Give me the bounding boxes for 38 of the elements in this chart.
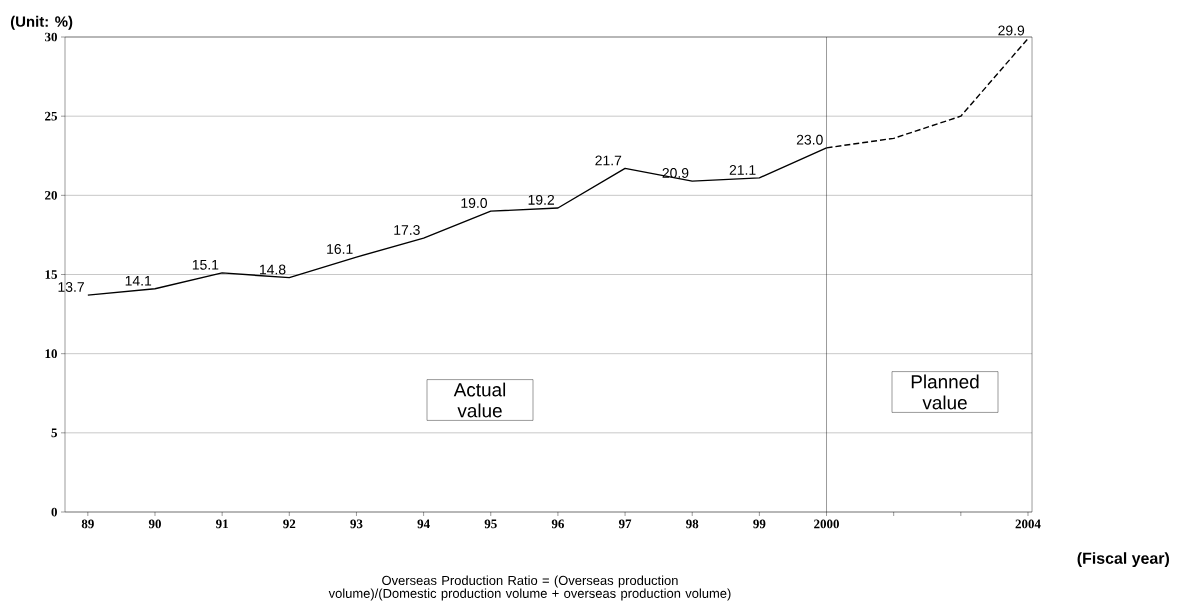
data-label: 14.1 bbox=[125, 275, 152, 286]
y-tick-label: 20 bbox=[45, 190, 57, 200]
annotation: Actual value bbox=[453, 382, 506, 418]
data-label: 17.3 bbox=[394, 225, 420, 235]
x-axis-title: (Fiscal year) bbox=[1077, 552, 1169, 568]
data-label: 16.1 bbox=[327, 244, 353, 254]
y-tick-label: 15 bbox=[45, 270, 58, 279]
x-tick-label: 89 bbox=[81, 519, 94, 529]
data-label: 29.9 bbox=[998, 25, 1025, 36]
y-tick-label: 0 bbox=[51, 507, 57, 517]
x-tick-label: 90 bbox=[148, 519, 161, 529]
y-tick-label: 25 bbox=[45, 111, 58, 121]
y-tick-label: 30 bbox=[45, 32, 57, 42]
x-tick-label: 97 bbox=[618, 519, 632, 529]
x-tick-label: 96 bbox=[551, 519, 564, 529]
x-tick-label: 91 bbox=[216, 519, 228, 529]
x-tick-label: 94 bbox=[417, 519, 430, 529]
data-label: 19.0 bbox=[461, 198, 488, 208]
x-tick-label: 92 bbox=[283, 519, 296, 529]
data-label: 21.7 bbox=[595, 155, 622, 166]
y-axis-title: (Unit: %) bbox=[10, 15, 73, 30]
annotation: Planned value bbox=[911, 374, 979, 410]
x-tick-label: 95 bbox=[484, 519, 497, 529]
data-label: 15.1 bbox=[192, 259, 219, 270]
x-tick-label: 2000 bbox=[814, 519, 839, 529]
text: Overseas Production Ratio = (Overseas production volume)/(Domestic production volume + overseas production volume) bbox=[328, 575, 731, 601]
y-tick-label: 10 bbox=[45, 349, 57, 359]
data-label: 19.2 bbox=[528, 194, 555, 205]
x-tick-label: 93 bbox=[350, 519, 363, 529]
x-tick-label: 99 bbox=[753, 519, 766, 529]
x-tick-label: 98 bbox=[686, 519, 699, 529]
x-tick-label: 2004 bbox=[1015, 519, 1041, 529]
y-tick-label: 5 bbox=[51, 428, 58, 438]
data-label: 21.1 bbox=[729, 164, 756, 175]
data-label: 23.0 bbox=[796, 134, 823, 145]
data-label: 20.9 bbox=[662, 168, 689, 178]
data-label: 14.8 bbox=[260, 264, 286, 275]
data-label: 13.7 bbox=[58, 282, 84, 292]
